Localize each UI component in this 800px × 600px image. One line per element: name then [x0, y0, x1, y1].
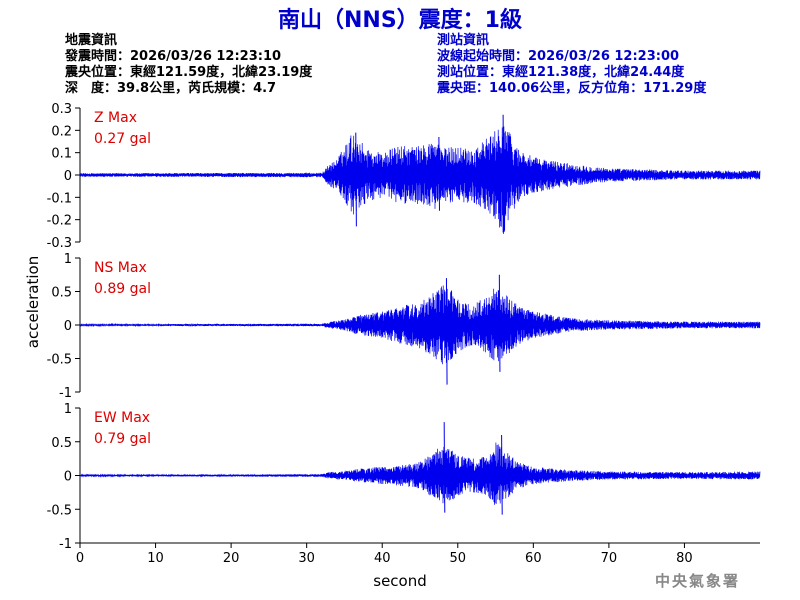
- depth-magnitude: 深 度：39.8公里，芮氏規模：4.7: [65, 81, 277, 96]
- waveform-peak: [498, 274, 501, 372]
- y-tick-label: -0.3: [47, 236, 72, 251]
- x-tick-label: 40: [374, 551, 391, 566]
- waveform-trace: [79, 126, 761, 235]
- y-tick-label: 0.5: [51, 436, 72, 451]
- x-tick-label: 80: [676, 551, 693, 566]
- x-axis: 0 10 20 30 40 50 60 70 80: [76, 542, 760, 566]
- station-info: 測站資訊 波線起始時間：2026/03/26 12:23:00 測站位置：東經1…: [437, 33, 706, 97]
- station-info-heading: 測站資訊: [437, 33, 490, 48]
- x-tick-label: 10: [147, 551, 164, 566]
- x-tick-label: 0: [76, 551, 84, 566]
- x-tick-label: 30: [298, 551, 315, 566]
- y-tick-label: -1: [59, 537, 72, 552]
- y-tick-label: 1: [64, 402, 72, 417]
- y-tick-label: 0: [64, 319, 72, 334]
- y-tick-label: 1: [64, 252, 72, 267]
- component-label: NS Max: [94, 260, 147, 276]
- y-tick-label: 0.3: [51, 102, 72, 117]
- y-tick-label: -0.5: [47, 353, 72, 368]
- panel-ew: 1 0.5 0 -0.5 -1 EW Max 0.79 gal: [47, 402, 761, 552]
- y-tick-label: -0.2: [47, 214, 72, 229]
- x-tick-label: 70: [601, 551, 618, 566]
- y-tick-label: -0.1: [47, 191, 72, 206]
- y-tick-label: -0.5: [47, 503, 72, 518]
- earthquake-info-heading: 地震資訊: [65, 33, 118, 48]
- y-tick-label: 0: [64, 169, 72, 184]
- station-location: 測站位置：東經121.38度，北緯24.44度: [437, 65, 685, 80]
- chart-panels: 0.3 0.2 0.1 0 -0.1 -0.2 -0.3 Z Max 0.27 gal 1 0.5 0…: [47, 102, 761, 552]
- y-tick-label: 0.5: [51, 286, 72, 301]
- x-tick-label: 20: [223, 551, 240, 566]
- waveform-peak: [355, 132, 357, 227]
- y-axis-label: acceleration: [24, 256, 42, 348]
- y-tick-label: 0: [64, 470, 72, 485]
- component-label: EW Max: [94, 410, 150, 426]
- waveform-trace: [79, 285, 761, 365]
- epicenter-location: 震央位置：東經121.59度，北緯23.19度: [65, 65, 313, 80]
- waveform-peak: [438, 137, 440, 211]
- panel-ns: 1 0.5 0 -0.5 -1 NS Max 0.89 gal: [47, 252, 761, 401]
- x-tick-label: 60: [525, 551, 542, 566]
- page-title: 南山（NNS）震度：1級: [278, 8, 522, 33]
- component-max-value: 0.89 gal: [94, 281, 151, 297]
- component-max-value: 0.79 gal: [94, 431, 151, 447]
- waveform-peak: [445, 278, 448, 385]
- component-max-value: 0.27 gal: [94, 131, 151, 147]
- waveform-trace: [79, 442, 761, 505]
- waveform-peak: [502, 114, 505, 231]
- agency-credit: 中央氣象署: [655, 572, 741, 590]
- component-label: Z Max: [94, 110, 137, 126]
- panel-z: 0.3 0.2 0.1 0 -0.1 -0.2 -0.3 Z Max 0.27 gal: [47, 102, 761, 251]
- y-tick-label: 0.1: [51, 147, 72, 162]
- waveform-peak: [501, 434, 503, 515]
- origin-time: 發震時間：2026/03/26 12:23:10: [65, 49, 282, 64]
- waveform-peak: [443, 422, 446, 513]
- x-axis-label: second: [373, 572, 427, 590]
- distance-azimuth: 震央距：140.06公里，反方位角：171.29度: [437, 81, 707, 96]
- wave-start-time: 波線起始時間：2026/03/26 12:23:00: [437, 49, 680, 64]
- y-tick-label: -1: [59, 386, 72, 401]
- x-tick-label: 50: [450, 551, 467, 566]
- earthquake-info: 地震資訊 發震時間：2026/03/26 12:23:10 震央位置：東經121…: [65, 33, 312, 97]
- y-tick-label: 0.2: [51, 124, 72, 139]
